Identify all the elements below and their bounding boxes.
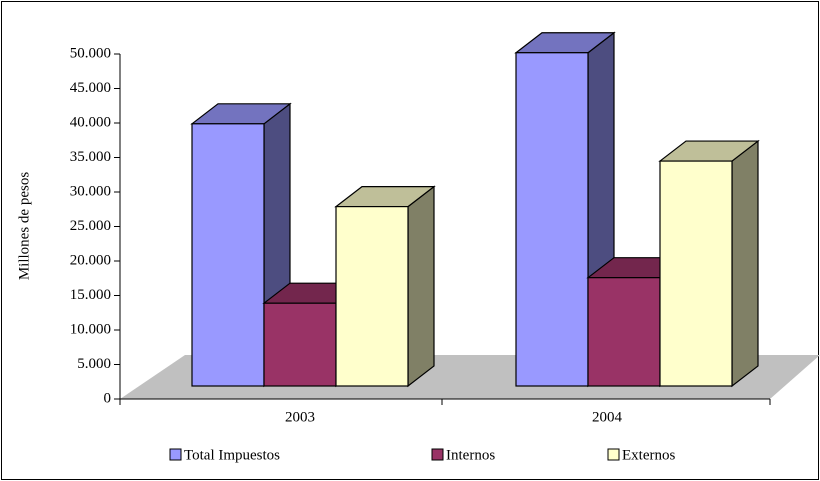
y-tick-label: 15.000 bbox=[70, 287, 111, 303]
legend-label: Internos bbox=[446, 447, 495, 463]
y-axis-label: Millones de pesos bbox=[16, 172, 32, 280]
y-tick-label: 45.000 bbox=[70, 80, 111, 96]
bar-front bbox=[335, 206, 409, 387]
y-tick-label: 20.000 bbox=[70, 252, 111, 268]
y-tick-label: 35.000 bbox=[70, 149, 111, 165]
legend-label: Externos bbox=[622, 447, 675, 463]
bar bbox=[658, 139, 760, 388]
y-tick-label: 0 bbox=[104, 390, 112, 406]
legend-swatch bbox=[169, 448, 182, 461]
bar-side bbox=[731, 139, 759, 388]
y-tick-label: 10.000 bbox=[70, 321, 111, 337]
legend-swatch bbox=[431, 448, 444, 461]
y-tick-label: 30.000 bbox=[70, 183, 111, 199]
y-tick-label: 5.000 bbox=[77, 356, 111, 372]
legend-swatch bbox=[607, 448, 620, 461]
legend-label: Total Impuestos bbox=[184, 447, 280, 463]
x-tick-label: 2004 bbox=[592, 409, 623, 425]
y-tick-label: 50.000 bbox=[70, 45, 111, 61]
bar-front bbox=[659, 160, 733, 387]
bar bbox=[334, 185, 436, 388]
x-tick-label: 2003 bbox=[285, 409, 315, 425]
bar-front bbox=[515, 52, 589, 387]
bar-front bbox=[191, 123, 265, 387]
y-tick-label: 40.000 bbox=[70, 114, 111, 130]
bar-side bbox=[407, 185, 435, 388]
y-tick-label: 25.000 bbox=[70, 218, 111, 234]
bar-front bbox=[587, 277, 661, 387]
bar-front bbox=[263, 302, 337, 387]
